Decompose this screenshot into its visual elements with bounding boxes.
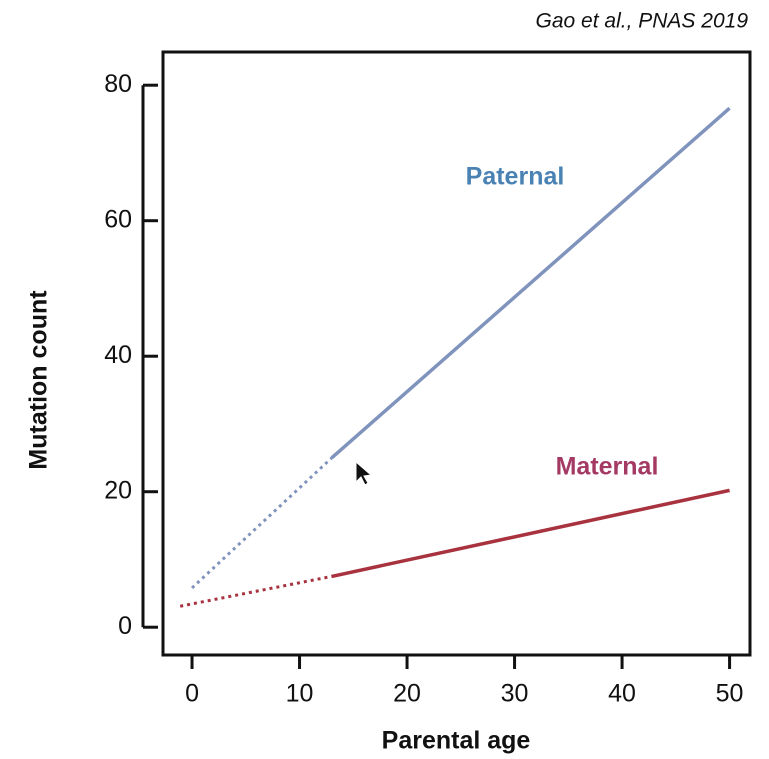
x-tick-label: 30 [501, 680, 529, 708]
x-axis-title: Parental age [382, 727, 531, 755]
y-axis-title: Mutation count [25, 290, 53, 470]
line-segment [191, 456, 333, 590]
y-tick-label: 60 [104, 205, 132, 233]
series-label: Maternal [556, 453, 659, 481]
series-label: Paternal [466, 163, 565, 191]
line-segment [331, 488, 730, 579]
y-tick-label: 20 [104, 476, 132, 504]
y-tick-label: 40 [104, 341, 132, 369]
x-tick-label: 40 [608, 680, 636, 708]
x-tick-label: 50 [716, 680, 744, 708]
y-tick-label: 80 [104, 70, 132, 98]
x-tick-label: 20 [393, 680, 421, 708]
x-tick-label: 10 [286, 680, 314, 708]
line-segment [179, 574, 333, 608]
citation: Gao et al., PNAS 2019 [536, 10, 749, 33]
plot-frame [161, 50, 752, 657]
cursor [355, 460, 373, 486]
y-tick-label: 0 [118, 612, 132, 640]
x-tick-label: 0 [185, 680, 199, 708]
line-segment [330, 106, 731, 460]
